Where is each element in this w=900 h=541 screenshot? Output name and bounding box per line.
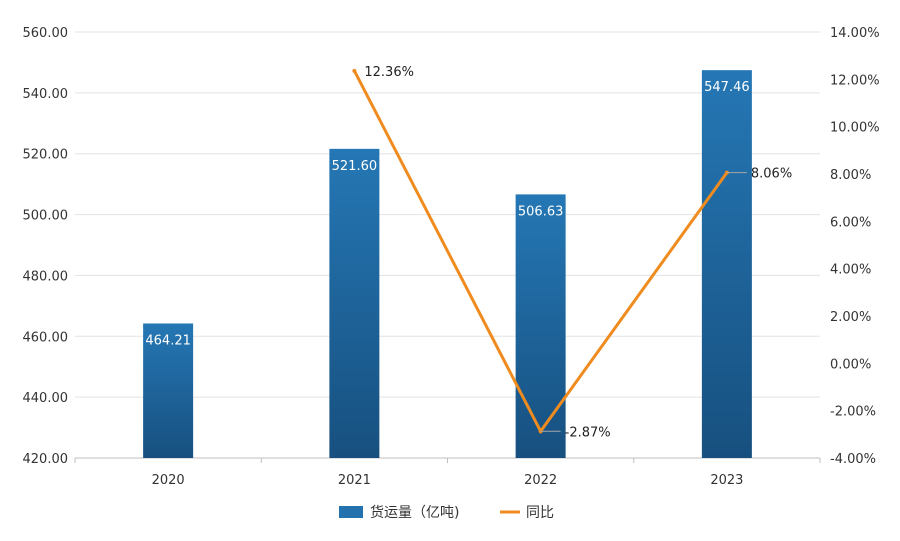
axes: 420.00 440.00 460.00 480.00 500.00 520.00 540.…	[23, 26, 880, 488]
y-left-tick-label: 500.00	[23, 209, 69, 224]
yoy-point	[352, 68, 357, 73]
x-tick-label: 2022	[524, 473, 557, 488]
line-value-label: 8.06%	[751, 167, 792, 182]
y-right-tick-label: 12.00%	[830, 73, 880, 88]
x-tick-label: 2021	[338, 473, 371, 488]
bar-value-label: 506.63	[518, 204, 564, 219]
line-value-label: -2.87%	[565, 425, 611, 440]
x-tick-label: 2020	[152, 473, 185, 488]
y-left-tick-label: 480.00	[23, 269, 69, 284]
y-left-tick-label: 560.00	[23, 26, 69, 41]
y-right-tick-label: 6.00%	[830, 215, 871, 230]
bar	[143, 323, 194, 458]
bar-series	[143, 70, 752, 459]
y-right-tick-label: -4.00%	[830, 452, 876, 467]
y-right-tick-label: 10.00%	[830, 121, 880, 136]
y-left-tick-label: 540.00	[23, 87, 69, 102]
bar	[515, 194, 566, 459]
x-tick-label: 2023	[710, 473, 743, 488]
legend: 货运量（亿吨) 同比	[339, 504, 554, 521]
legend-line-label: 同比	[526, 505, 554, 521]
y-right-tick-label: 2.00%	[830, 310, 871, 325]
legend-bar-label: 货运量（亿吨)	[370, 504, 459, 521]
y-right-tick-label: 8.00%	[830, 168, 871, 183]
bar	[701, 70, 752, 459]
bar-value-label: 547.46	[704, 80, 750, 95]
y-left-tick-label: 440.00	[23, 391, 69, 406]
y-left-tick-label: 420.00	[23, 452, 69, 467]
legend-bar-swatch	[339, 506, 363, 518]
y-left-tick-label: 460.00	[23, 330, 69, 345]
y-left-tick-label: 520.00	[23, 148, 69, 163]
y-right-tick-label: -2.00%	[830, 405, 876, 420]
bar	[329, 148, 380, 459]
y-right-tick-label: 14.00%	[830, 26, 880, 41]
bar-value-label: 521.60	[332, 159, 378, 174]
line-value-label: 12.36%	[364, 65, 414, 80]
bar-value-label: 464.21	[145, 333, 191, 348]
gridlines	[75, 31, 820, 398]
data-labels: 464.21 521.60 506.63 547.46 12.36% -2.87% 8.06…	[145, 65, 792, 440]
y-right-tick-label: 4.00%	[830, 263, 871, 278]
y-right-tick-label: 0.00%	[830, 357, 871, 372]
